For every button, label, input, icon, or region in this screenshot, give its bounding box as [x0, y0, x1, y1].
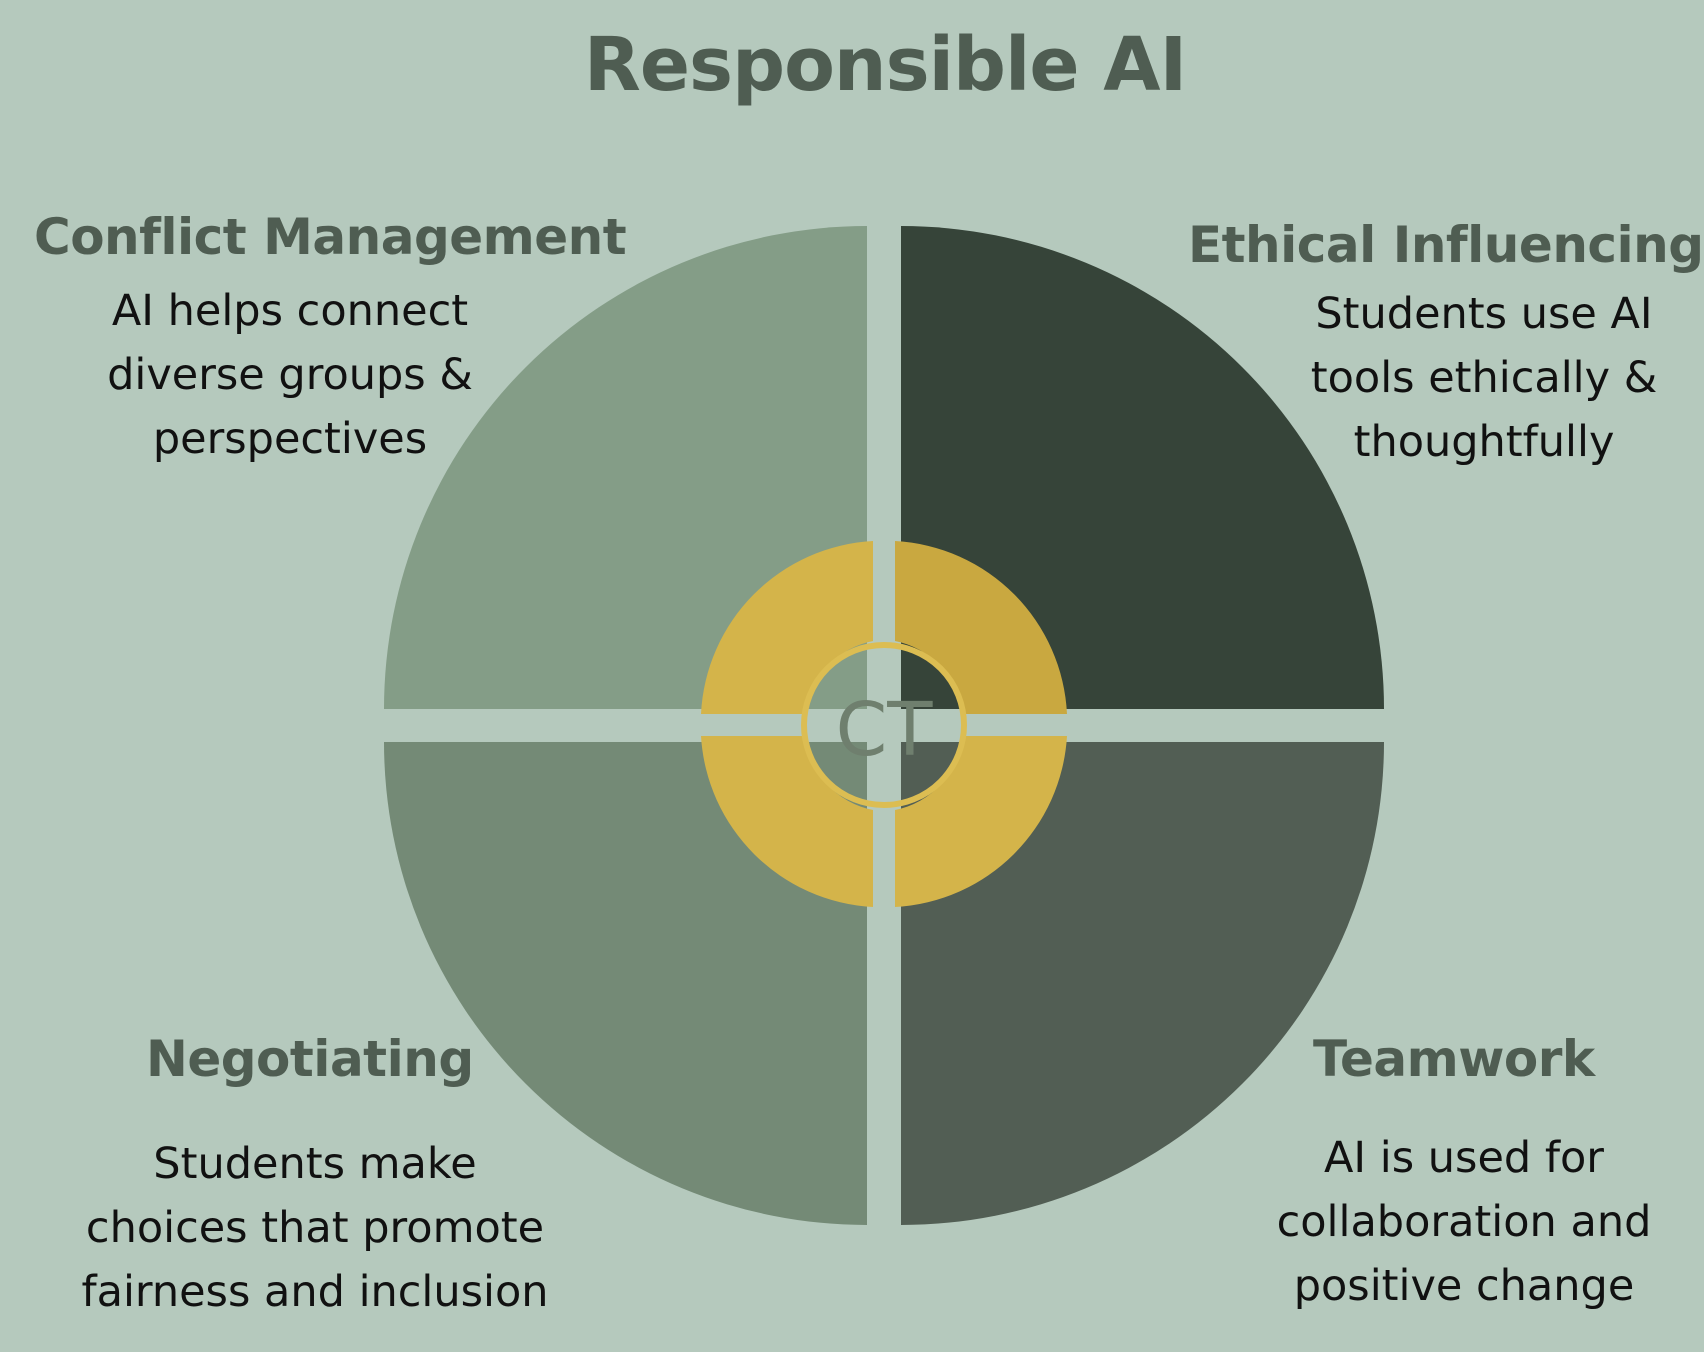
desc-line: diverse groups &: [107, 350, 473, 400]
quadrant-desc-ethical-influencing: Students use AI tools ethically & though…: [1274, 282, 1694, 474]
desc-line: thoughtfully: [1353, 417, 1615, 467]
center-segment-top-left: [701, 541, 873, 714]
desc-line: Students use AI: [1315, 289, 1653, 339]
quadrant-negotiating: [384, 742, 867, 1225]
center-ring: [801, 642, 967, 808]
quadrant-teamwork: [901, 742, 1384, 1225]
desc-line: collaboration and: [1276, 1197, 1652, 1247]
center-segment-bottom-right: [895, 736, 1067, 907]
quadrant-ethical-influencing: [901, 226, 1384, 709]
page-title: Responsible AI: [583, 22, 1187, 108]
center-segment-top-right: [895, 541, 1067, 714]
desc-line: Students make: [153, 1139, 477, 1189]
desc-line: tools ethically &: [1310, 353, 1658, 403]
desc-line: positive change: [1293, 1261, 1635, 1311]
desc-line: perspectives: [152, 414, 428, 464]
desc-line: choices that promote: [85, 1203, 545, 1253]
desc-line: AI is used for: [1324, 1133, 1604, 1183]
desc-line: AI helps connect: [111, 286, 469, 336]
quadrant-conflict-management: [384, 226, 867, 709]
quadrant-title-teamwork: Teamwork: [1313, 1030, 1595, 1088]
quadrant-title-conflict-management: Conflict Management: [34, 208, 627, 266]
quadrant-desc-conflict-management: AI helps connect diverse groups & perspe…: [85, 279, 495, 471]
quadrant-desc-teamwork: AI is used for collaboration and positiv…: [1244, 1126, 1684, 1318]
center-segment-bottom-left: [701, 736, 873, 907]
quadrant-title-negotiating: Negotiating: [146, 1030, 474, 1088]
quadrant-title-ethical-influencing: Ethical Influencing: [1188, 216, 1704, 274]
desc-line: fairness and inclusion: [81, 1267, 549, 1317]
center-logo-text: CT: [836, 687, 934, 773]
quadrant-desc-negotiating: Students make choices that promote fairn…: [50, 1132, 580, 1324]
